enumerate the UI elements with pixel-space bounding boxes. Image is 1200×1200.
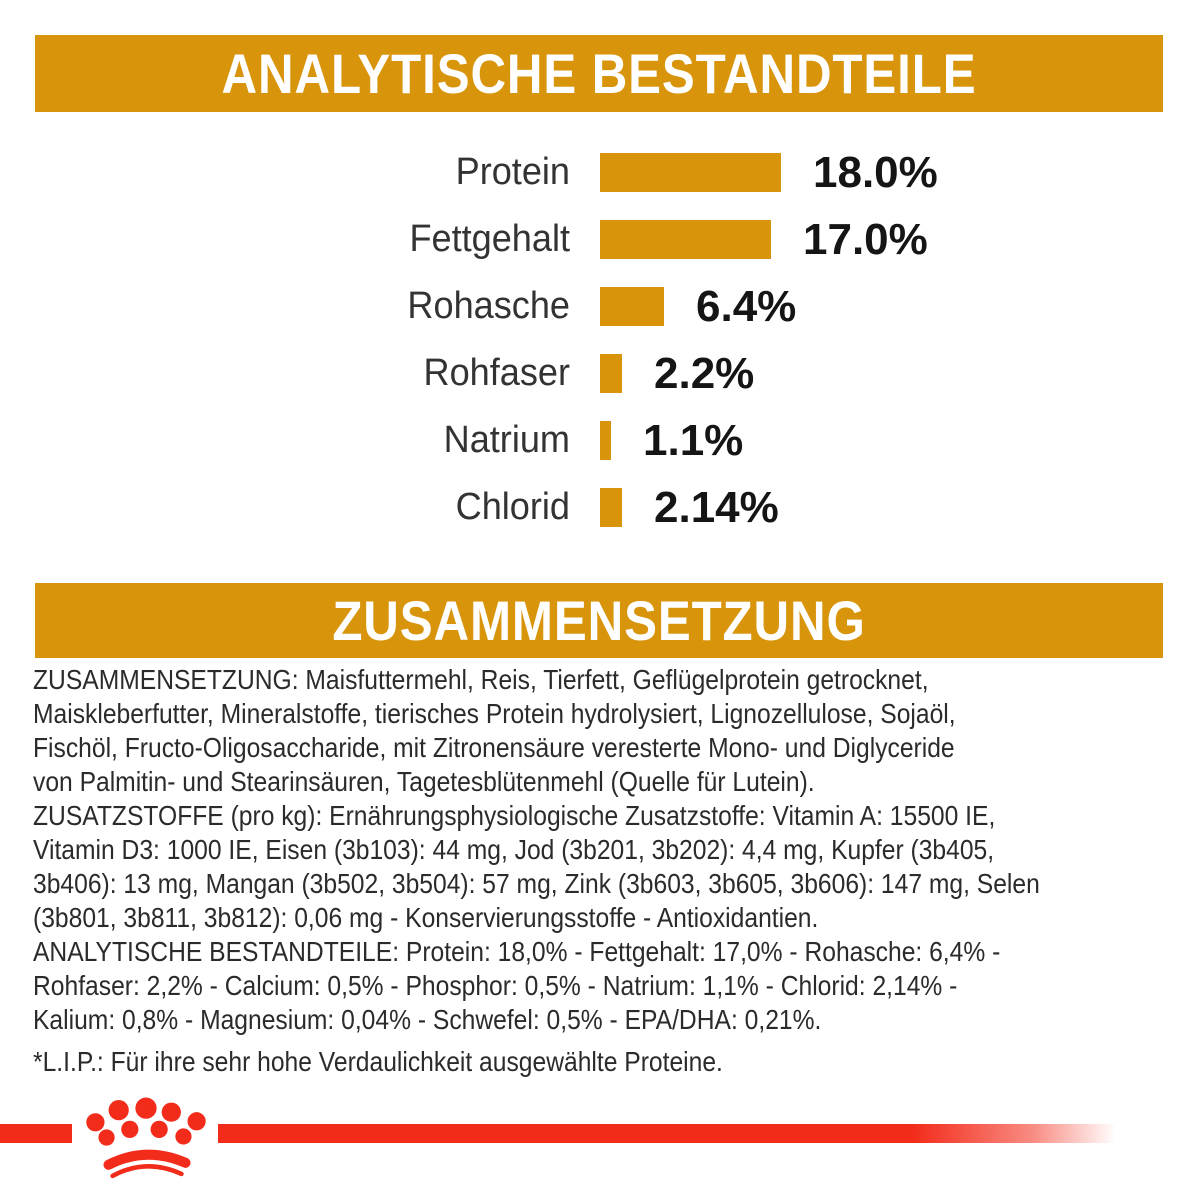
chart-category-label: Natrium	[443, 419, 570, 461]
composition-text-block: ZUSAMMENSETZUNG: Maisfuttermehl, Reis, T…	[33, 663, 1163, 1079]
chart-value-label: 17.0%	[803, 214, 928, 264]
chart-bar	[600, 220, 771, 259]
chart-row: Protein 18.0%	[35, 139, 1163, 206]
chart-bar	[600, 287, 664, 326]
chart-value-label: 18.0%	[813, 147, 938, 197]
chart-row: Natrium 1.1%	[35, 407, 1163, 474]
chart-row: Rohfaser 2.2%	[35, 340, 1163, 407]
chart-bar	[600, 488, 622, 527]
analytical-bar-chart: Protein 18.0% Fettgehalt 17.0% Rohasche …	[35, 139, 1163, 541]
chart-bar	[600, 354, 622, 393]
paragraph-analytische-bestandteile: ANALYTISCHE BESTANDTEILE: Protein: 18,0%…	[33, 936, 1001, 1035]
paragraph-zusammensetzung: ZUSAMMENSETZUNG: Maisfuttermehl, Reis, T…	[33, 664, 956, 797]
crown-icon	[86, 1097, 206, 1179]
lip-footnote: *L.I.P.: Für ihre sehr hohe Verdaulichke…	[33, 1046, 723, 1077]
chart-category-label: Fettgehalt	[409, 218, 570, 260]
footer-red-stripe	[0, 1124, 1200, 1143]
chart-value-label: 2.14%	[654, 482, 779, 532]
composition-banner-title: ZUSAMMENSETZUNG	[332, 589, 866, 652]
analytical-banner: ANALYTISCHE BESTANDTEILE	[35, 35, 1163, 112]
chart-category-label: Protein	[455, 151, 570, 193]
chart-value-label: 2.2%	[654, 348, 755, 398]
composition-banner: ZUSAMMENSETZUNG	[35, 583, 1163, 658]
royal-canin-crown-logo	[72, 1092, 218, 1187]
analytical-banner-title: ANALYTISCHE BESTANDTEILE	[221, 42, 977, 105]
chart-value-label: 1.1%	[643, 415, 744, 465]
chart-category-label: Rohasche	[407, 285, 570, 327]
chart-value-label: 6.4%	[696, 281, 797, 331]
paragraph-zusatzstoffe: ZUSATZSTOFFE (pro kg): Ernährungsphysiol…	[33, 800, 1040, 933]
chart-bar	[600, 153, 781, 192]
chart-category-label: Chlorid	[455, 486, 570, 528]
chart-row: Rohasche 6.4%	[35, 273, 1163, 340]
chart-category-label: Rohfaser	[423, 352, 570, 394]
chart-row: Fettgehalt 17.0%	[35, 206, 1163, 273]
chart-bar	[600, 421, 611, 460]
chart-row: Chlorid 2.14%	[35, 474, 1163, 541]
